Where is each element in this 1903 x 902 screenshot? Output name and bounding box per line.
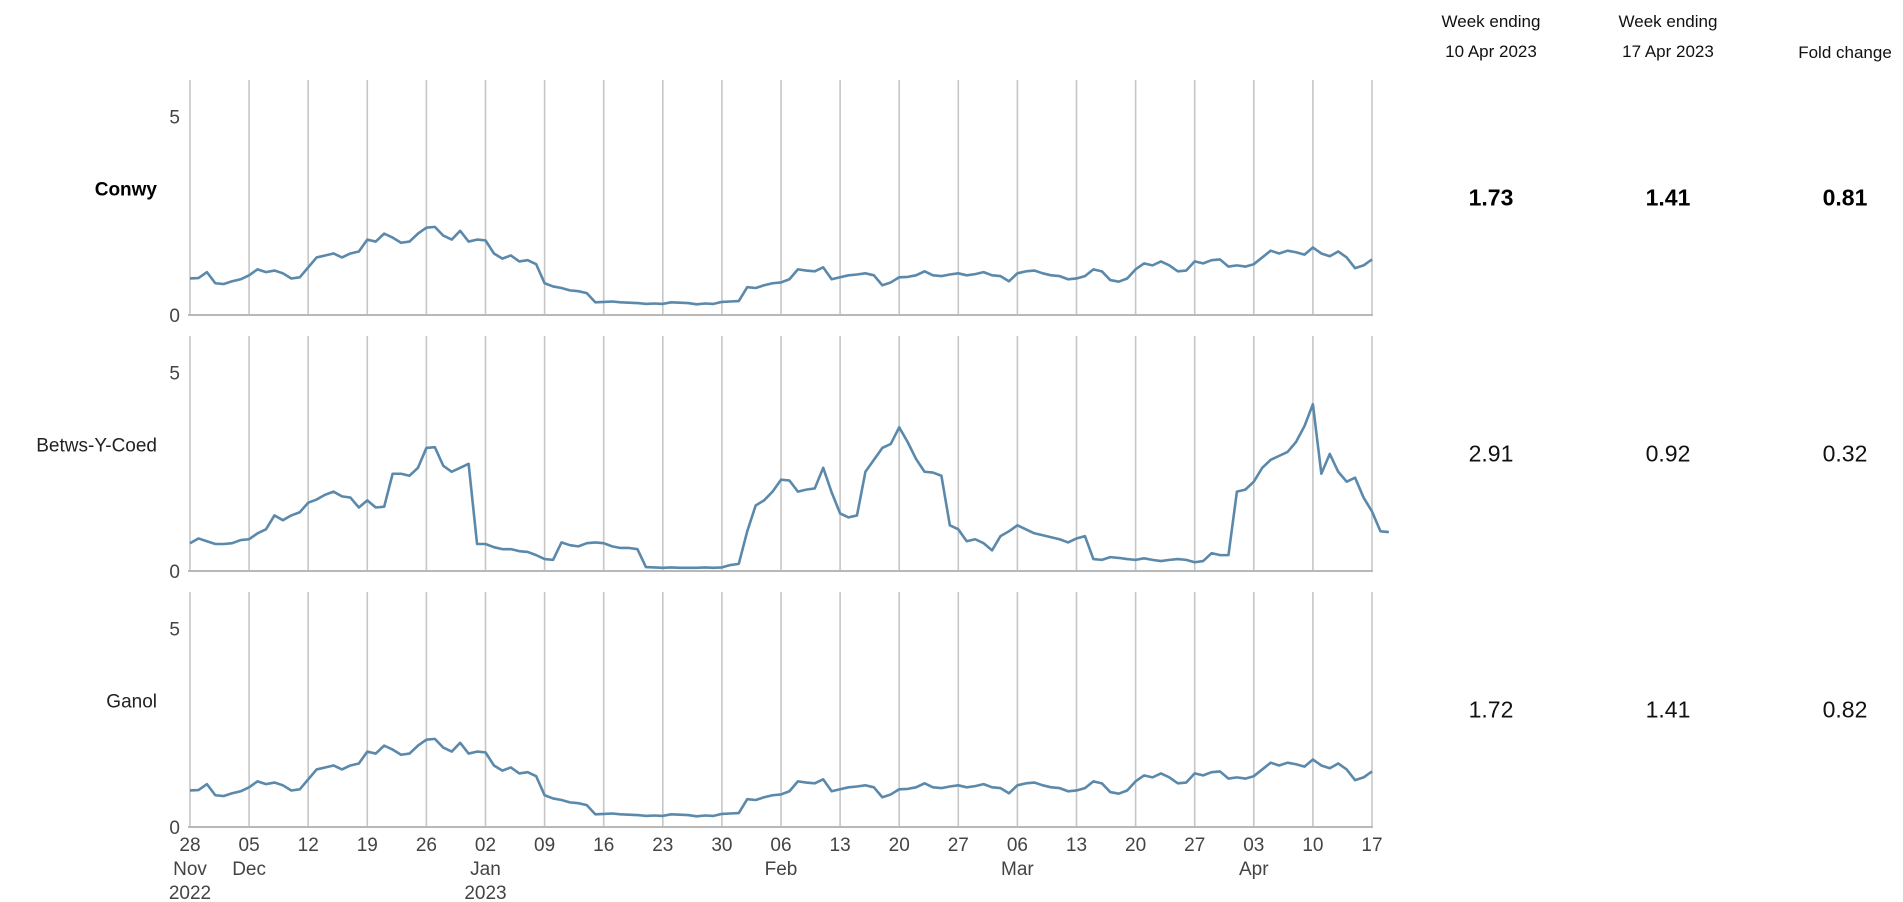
column-header: Fold change — [1798, 43, 1892, 62]
panel-2: 0 5 Betws-Y-Coed — [36, 336, 1390, 583]
table-cell: 0.82 — [1823, 697, 1868, 723]
x-tick-line: Mar — [1001, 859, 1034, 880]
x-tick-label: 12 — [298, 835, 319, 856]
row-label: Betws-Y-Coed — [36, 436, 157, 457]
x-axis: 28 Nov 2022 05 Dec 12 19 26 02 Jan 2023 09 16 23 30 06 F… — [169, 835, 1383, 902]
x-tick-line: 27 — [1184, 835, 1205, 856]
x-tick-label: 10 — [1302, 835, 1323, 856]
y-tick-label: 5 — [169, 620, 180, 641]
x-tick-label: 28 Nov 2022 — [169, 835, 211, 902]
x-tick-line: Jan — [470, 859, 501, 880]
x-tick-label: 27 — [1184, 835, 1205, 856]
value-table: 1.73 1.41 0.81 2.91 0.92 0.32 1.72 1.41 0.82 — [1469, 185, 1868, 723]
x-tick-label: 13 — [1066, 835, 1087, 856]
x-tick-line: 13 — [1066, 835, 1087, 856]
x-tick-line: 2022 — [169, 883, 211, 902]
x-tick-label: 06 Feb — [765, 835, 798, 880]
y-tick-label: 0 — [169, 562, 180, 583]
x-tick-line: 13 — [830, 835, 851, 856]
column-header-line: Fold change — [1798, 43, 1892, 62]
y-tick-label: 5 — [169, 108, 180, 129]
x-tick-line: 19 — [357, 835, 378, 856]
x-tick-line: 28 — [179, 835, 200, 856]
series-line-3 — [189, 737, 1373, 818]
series-line-2 — [189, 402, 1390, 570]
x-tick-line: 03 — [1243, 835, 1264, 856]
column-header: Week ending 17 Apr 2023 — [1619, 12, 1718, 61]
column-header-line: 17 Apr 2023 — [1622, 42, 1714, 61]
x-tick-line: 09 — [534, 835, 555, 856]
row-label: Conwy — [95, 180, 158, 201]
x-tick-line: 20 — [1125, 835, 1146, 856]
x-tick-label: 23 — [652, 835, 673, 856]
x-tick-line: 2023 — [464, 883, 506, 902]
x-tick-label: 20 — [889, 835, 910, 856]
series-line-1 — [189, 225, 1373, 306]
column-header: Week ending 10 Apr 2023 — [1442, 12, 1541, 61]
x-tick-line: 30 — [711, 835, 732, 856]
x-tick-line: 10 — [1302, 835, 1323, 856]
column-header-line: Week ending — [1619, 12, 1718, 31]
x-tick-line: 23 — [652, 835, 673, 856]
x-tick-label: 03 Apr — [1239, 835, 1269, 880]
x-tick-line: Nov — [173, 859, 207, 880]
x-tick-line: Dec — [232, 859, 266, 880]
table-cell: 0.81 — [1823, 185, 1868, 211]
table-cell: 0.92 — [1646, 441, 1691, 467]
table-cell: 2.91 — [1469, 441, 1514, 467]
x-tick-line: 27 — [948, 835, 969, 856]
panel-1: 0 5 Conwy — [95, 80, 1373, 327]
x-tick-label: 05 Dec — [232, 835, 266, 880]
x-tick-label: 13 — [830, 835, 851, 856]
x-tick-label: 26 — [416, 835, 437, 856]
x-tick-label: 09 — [534, 835, 555, 856]
x-tick-label: 16 — [593, 835, 614, 856]
y-tick-label: 0 — [169, 818, 180, 839]
x-tick-line: 17 — [1361, 835, 1382, 856]
table-cell: 1.72 — [1469, 697, 1514, 723]
x-tick-label: 06 Mar — [1001, 835, 1034, 880]
x-tick-line: Apr — [1239, 859, 1269, 880]
table-cell: 1.41 — [1646, 697, 1691, 723]
table-cell: 1.73 — [1469, 185, 1514, 211]
x-tick-line: Feb — [765, 859, 798, 880]
y-tick-label: 0 — [169, 306, 180, 327]
column-header-line: Week ending — [1442, 12, 1541, 31]
x-tick-label: 30 — [711, 835, 732, 856]
table-cell: 1.41 — [1646, 185, 1691, 211]
x-tick-line: 05 — [239, 835, 260, 856]
x-tick-line: 16 — [593, 835, 614, 856]
table-cell: 0.32 — [1823, 441, 1868, 467]
x-tick-line: 20 — [889, 835, 910, 856]
x-tick-label: 19 — [357, 835, 378, 856]
x-tick-label: 20 — [1125, 835, 1146, 856]
x-tick-line: 12 — [298, 835, 319, 856]
x-tick-label: 02 Jan 2023 — [464, 835, 506, 902]
column-header-line: 10 Apr 2023 — [1445, 42, 1537, 61]
panel-3: 0 5 Ganol — [106, 592, 1373, 839]
y-tick-label: 5 — [169, 364, 180, 385]
row-label: Ganol — [106, 692, 157, 713]
x-tick-line: 02 — [475, 835, 496, 856]
table-header: Week ending 10 Apr 2023 Week ending 17 Apr … — [1442, 12, 1892, 62]
x-tick-label: 17 — [1361, 835, 1382, 856]
chart-panels: 0 5 Conwy 0 5 Betws-Y-Coed 0 5 Ganol — [36, 80, 1390, 839]
x-tick-line: 06 — [770, 835, 791, 856]
x-tick-line: 26 — [416, 835, 437, 856]
x-tick-line: 06 — [1007, 835, 1028, 856]
x-tick-label: 27 — [948, 835, 969, 856]
